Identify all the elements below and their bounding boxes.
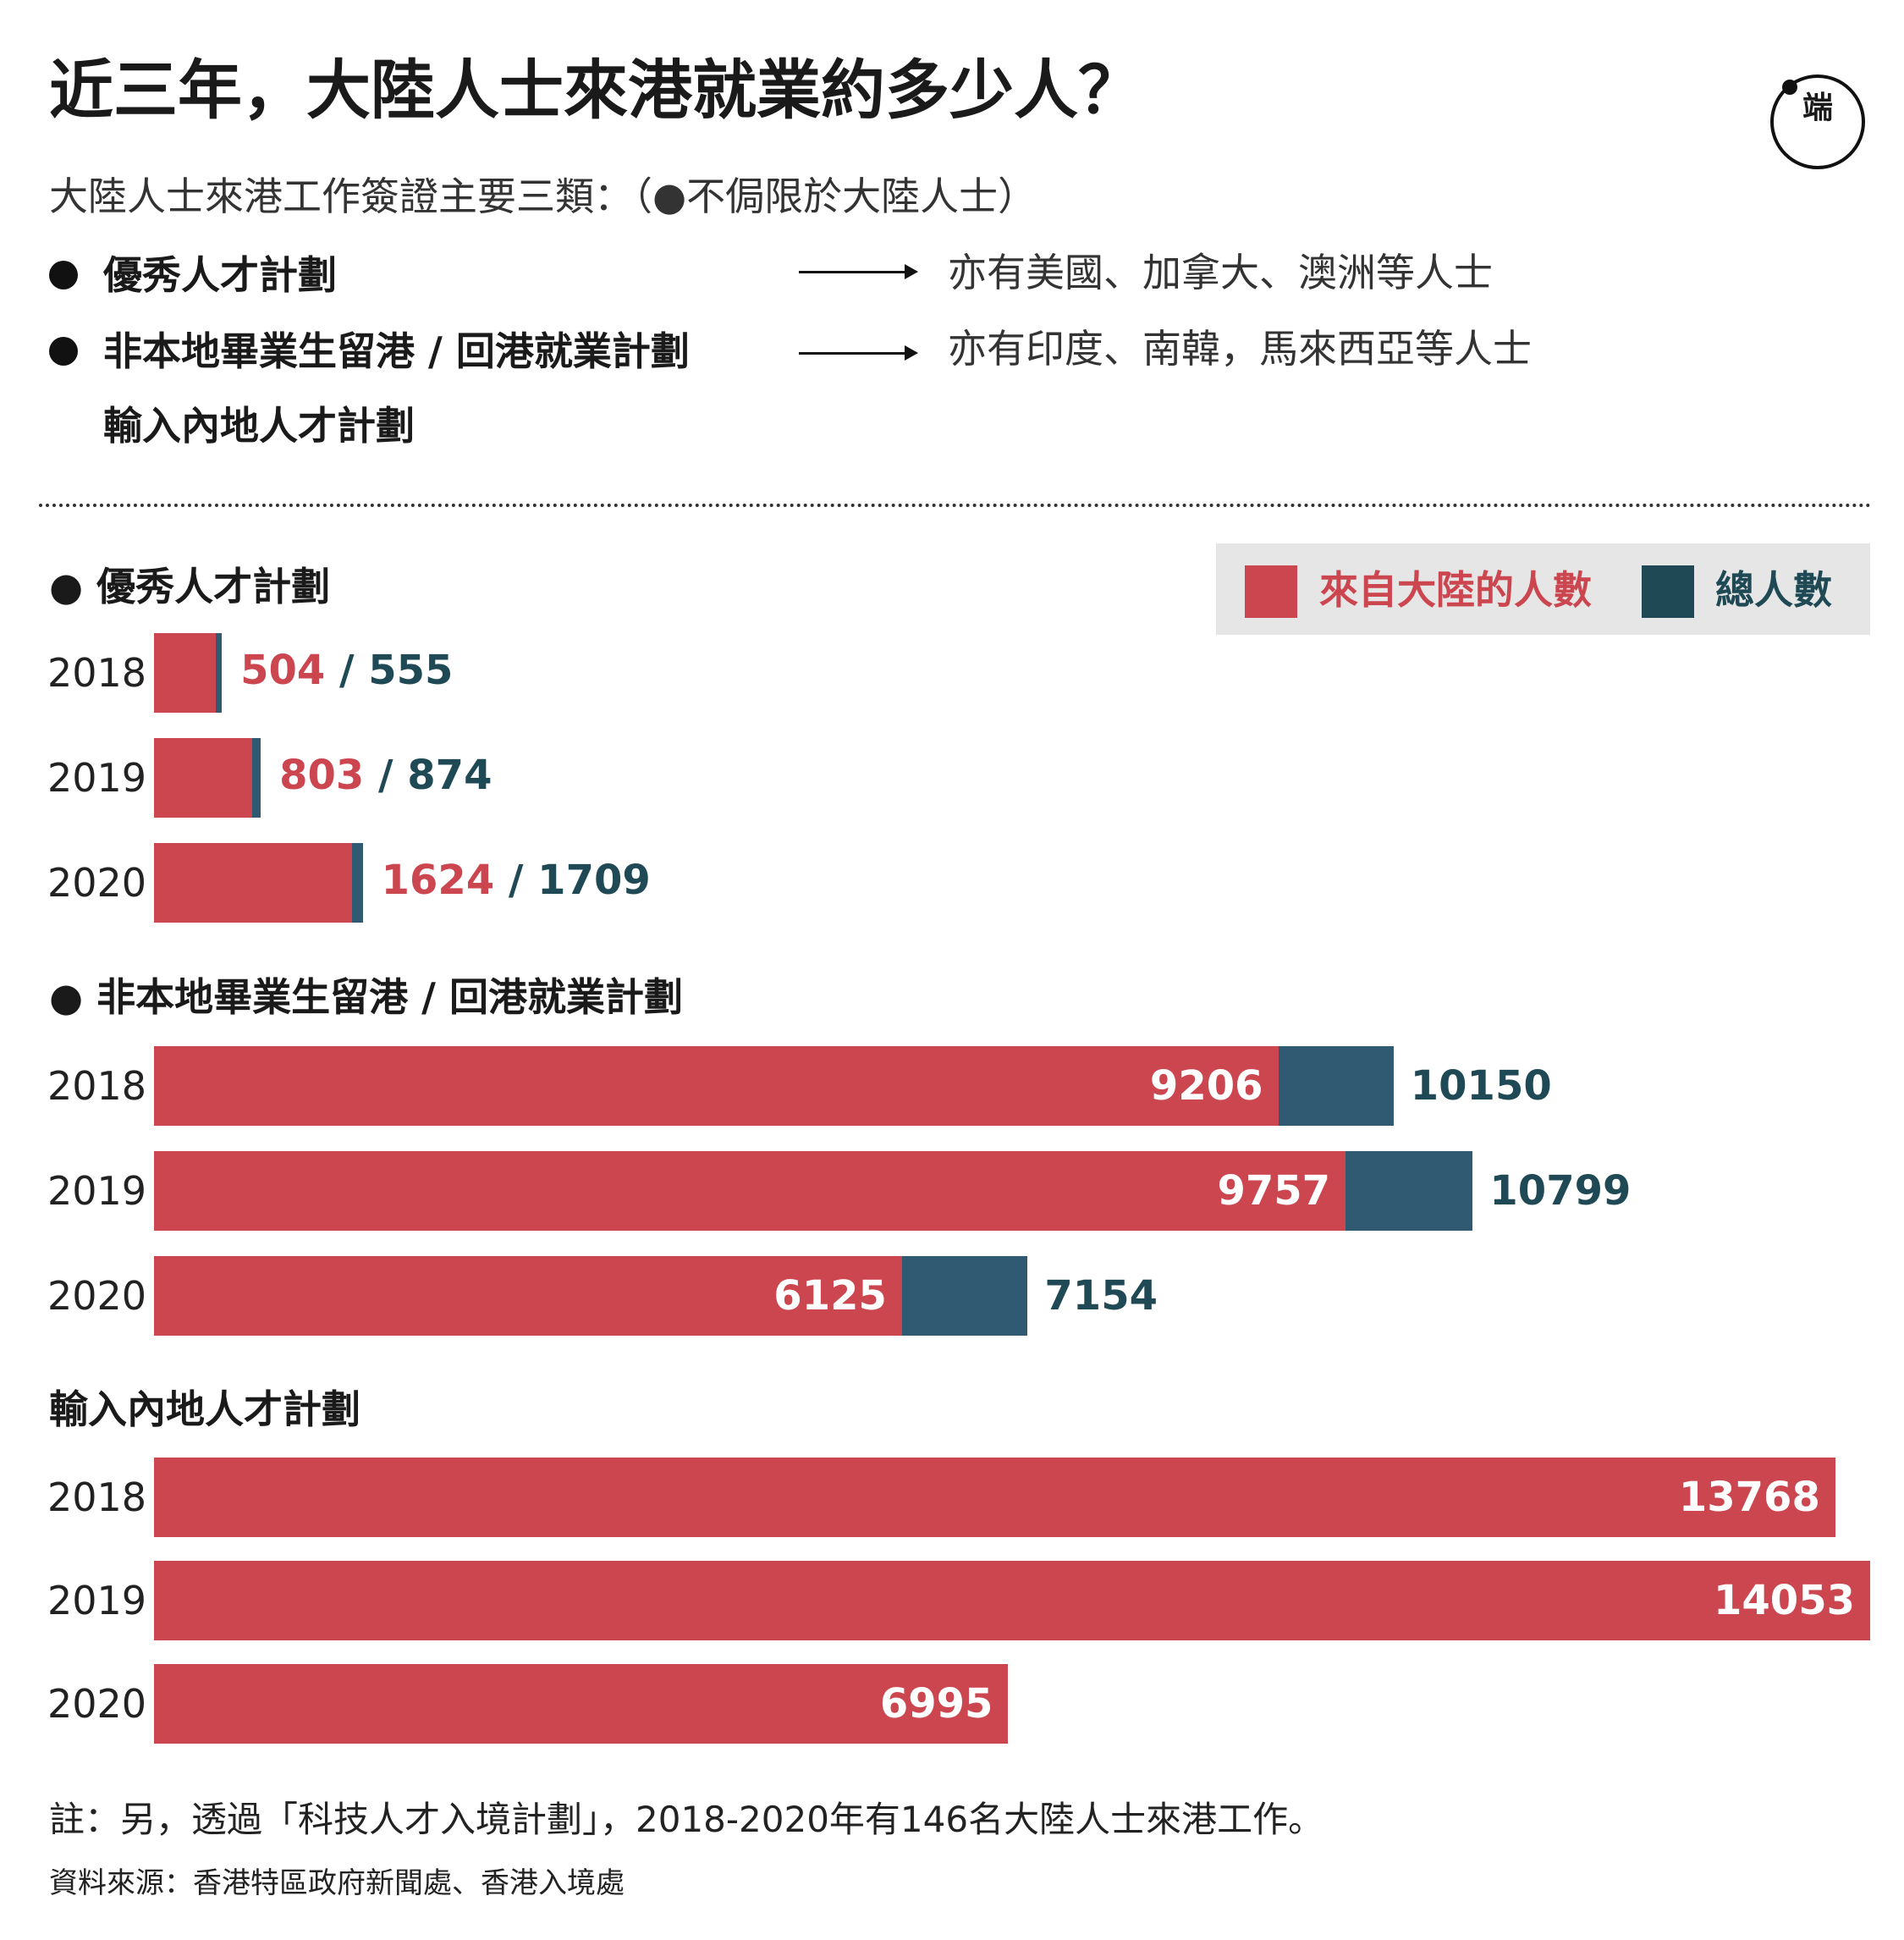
mainland-value: 1624 bbox=[381, 857, 495, 904]
mainland-value: 6995 bbox=[879, 1680, 993, 1728]
year-label: 2018 bbox=[47, 1063, 147, 1109]
year-label: 2019 bbox=[47, 755, 147, 801]
bar-mainland bbox=[154, 1664, 1009, 1744]
legend: 來自大陸的人數 總人數 bbox=[1216, 543, 1870, 635]
scheme-note: 亦有印度、南韓，馬來西亞等人士 bbox=[948, 326, 1532, 372]
mainland-value: 13768 bbox=[1678, 1474, 1820, 1521]
bullet-icon bbox=[49, 260, 78, 289]
bar-mainland bbox=[154, 738, 252, 818]
year-label: 2018 bbox=[47, 650, 147, 696]
arrow-icon bbox=[799, 345, 918, 361]
arrow-icon bbox=[799, 264, 918, 279]
mainland-value: 9206 bbox=[1149, 1062, 1263, 1110]
bar-mainland bbox=[154, 843, 353, 923]
total-value: 555 bbox=[368, 647, 454, 694]
mainland-value: 9757 bbox=[1217, 1167, 1331, 1215]
footnote: 註：另，透過「科技人才入境計劃」，2018-2020年有146名大陸人士來港工作… bbox=[49, 1799, 1324, 1840]
year-label: 2020 bbox=[47, 1273, 147, 1319]
section-title-talent: ● 優秀人才計劃 bbox=[49, 564, 331, 609]
value-label: 803 / 874 bbox=[279, 752, 493, 799]
scheme-row-2: 非本地畢業生留港 / 回港就業計劃 bbox=[49, 322, 690, 381]
brand-logo: 端 bbox=[1770, 74, 1865, 169]
mainland-value: 14053 bbox=[1714, 1577, 1855, 1624]
total-value: 7154 bbox=[1044, 1272, 1158, 1320]
total-value: 1709 bbox=[537, 857, 651, 904]
scheme-label: 優秀人才計劃 bbox=[103, 252, 337, 298]
section-title-mainland-talent: 輸入內地人才計劃 bbox=[49, 1386, 360, 1432]
year-label: 2019 bbox=[47, 1168, 147, 1214]
logo-text: 端 bbox=[1802, 91, 1833, 125]
bar-mainland bbox=[154, 1458, 1835, 1537]
mainland-value: 6125 bbox=[773, 1272, 887, 1320]
bar-mainland bbox=[154, 1046, 1279, 1126]
logo-dot-icon bbox=[1782, 80, 1797, 95]
legend-swatch-mainland bbox=[1245, 565, 1297, 618]
source-note: 資料來源：香港特區政府新聞處、香港入境處 bbox=[49, 1866, 625, 1900]
intro-text: 大陸人士來港工作簽證主要三類：（●不侷限於大陸人士） bbox=[49, 174, 1037, 219]
year-label: 2020 bbox=[47, 1681, 147, 1727]
scheme-note: 亦有美國、加拿大、澳洲等人士 bbox=[948, 250, 1493, 295]
bar-mainland bbox=[154, 1561, 1870, 1640]
bar-mainland bbox=[154, 1256, 902, 1336]
dotted-divider bbox=[39, 504, 1872, 507]
scheme-label: 輸入內地人才計劃 bbox=[103, 403, 415, 449]
value-label: 504 / 555 bbox=[240, 647, 454, 694]
chart-title: 近三年，大陸人士來港就業約多少人？ bbox=[49, 52, 1142, 128]
scheme-row-3: 輸入內地人才計劃 bbox=[49, 396, 415, 455]
bar-mainland bbox=[154, 1151, 1346, 1231]
legend-label-total: 總人數 bbox=[1715, 567, 1832, 613]
mainland-value: 504 bbox=[240, 647, 326, 694]
year-label: 2018 bbox=[47, 1474, 147, 1520]
total-value: 10799 bbox=[1489, 1167, 1632, 1215]
mainland-value: 803 bbox=[279, 752, 365, 799]
total-value: 874 bbox=[407, 752, 493, 799]
total-value: 10150 bbox=[1410, 1062, 1552, 1110]
legend-label-mainland: 來自大陸的人數 bbox=[1319, 567, 1592, 613]
scheme-row-1: 優秀人才計劃 bbox=[49, 245, 337, 305]
section-title-graduates: ● 非本地畢業生留港 / 回港就業計劃 bbox=[49, 974, 683, 1020]
year-label: 2019 bbox=[47, 1578, 147, 1623]
bar-mainland bbox=[154, 633, 216, 713]
legend-swatch-total bbox=[1642, 565, 1694, 618]
year-label: 2020 bbox=[47, 860, 147, 906]
bullet-icon bbox=[49, 336, 78, 366]
scheme-label: 非本地畢業生留港 / 回港就業計劃 bbox=[103, 328, 690, 374]
value-label: 1624 / 1709 bbox=[381, 857, 651, 904]
